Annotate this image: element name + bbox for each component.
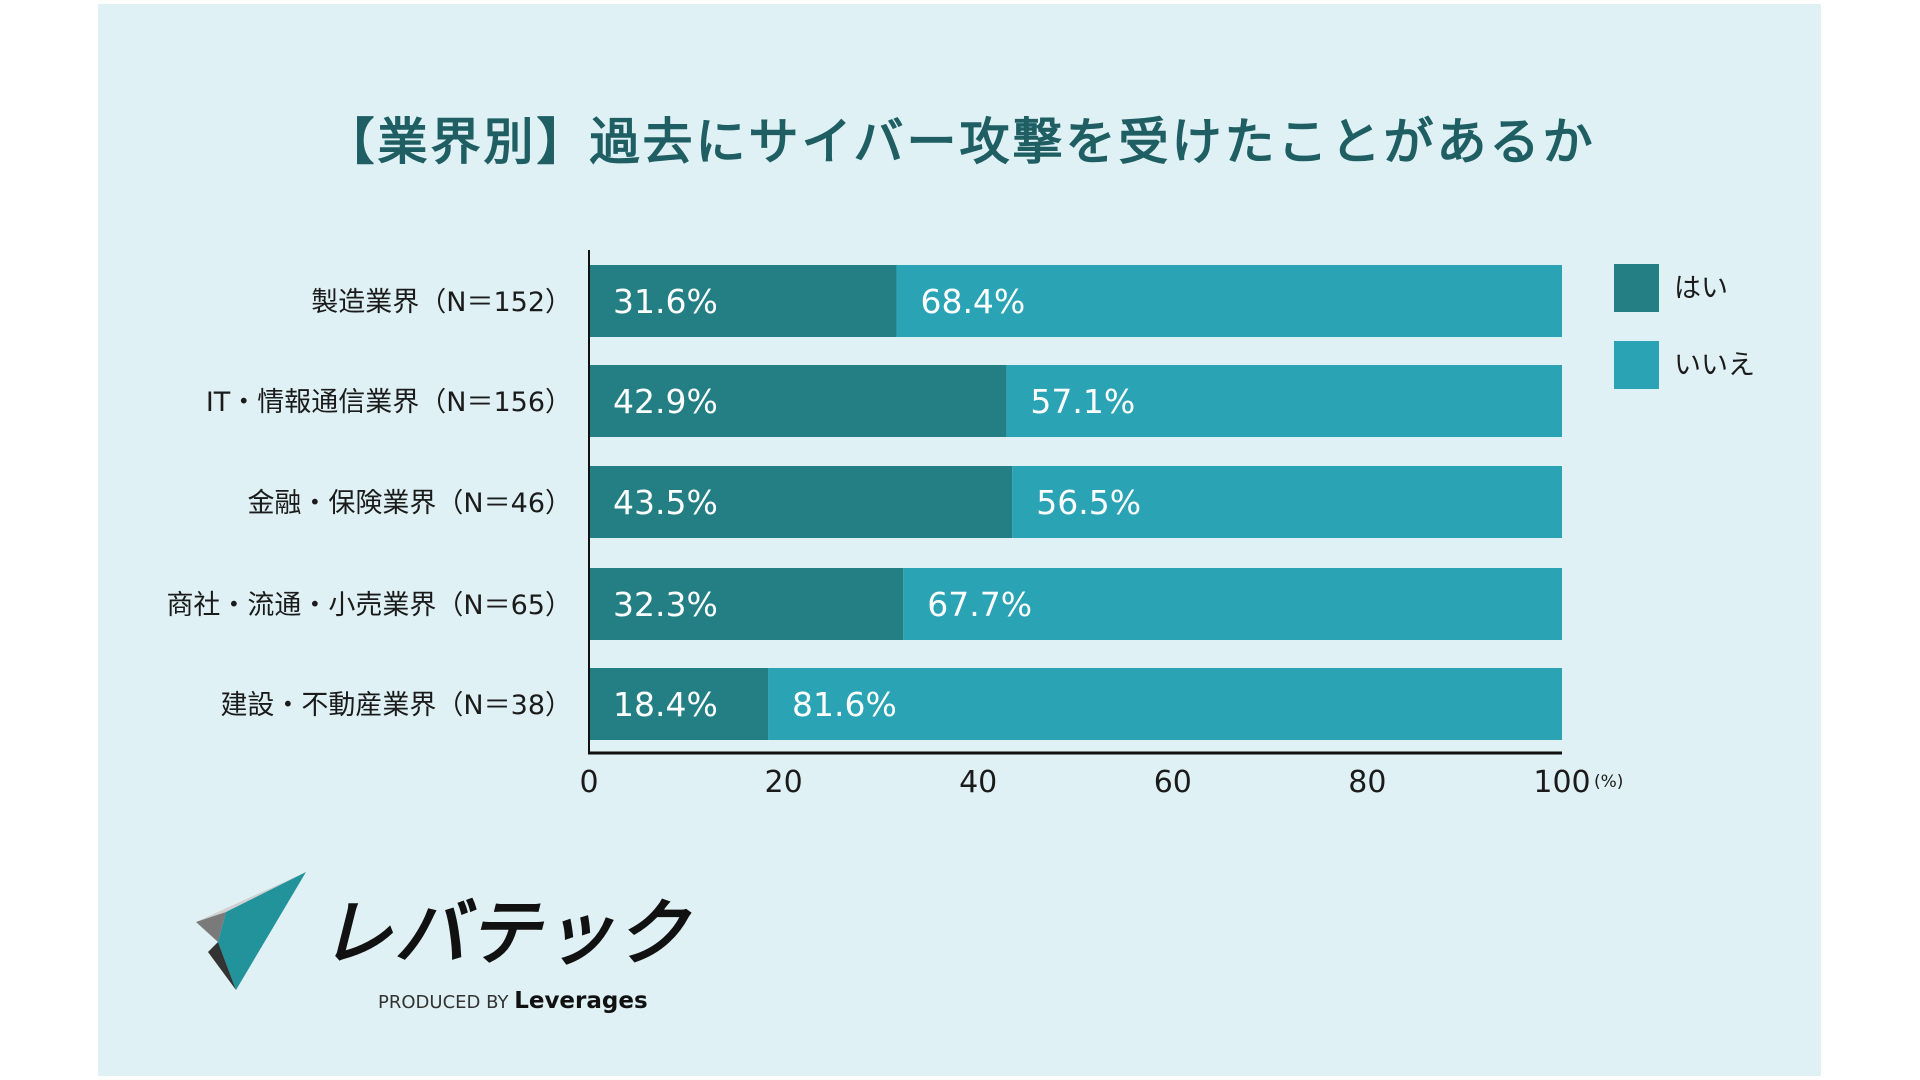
- x-tick-label: 60: [1154, 765, 1192, 800]
- category-label: IT・情報通信業界（N＝156）: [206, 387, 572, 418]
- bar-no: [896, 265, 1562, 337]
- data-label: 42.9%: [613, 382, 718, 421]
- logo-tagline: PRODUCED BY Leverages: [378, 988, 648, 1016]
- data-label: 67.7%: [927, 585, 1032, 624]
- bar-yes: [589, 466, 1013, 538]
- data-label: 43.5%: [613, 483, 718, 522]
- category-label: 建設・不動産業界（N＝38）: [220, 690, 572, 721]
- category-label: 商社・流通・小売業界（N＝65）: [166, 590, 572, 621]
- bar-yes: [589, 568, 904, 640]
- legend-swatch: [1614, 264, 1659, 312]
- tagline-brand: Leverages: [514, 988, 648, 1014]
- category-label: 金融・保険業界（N＝46）: [247, 488, 572, 519]
- bar-no: [768, 668, 1562, 740]
- data-label: 18.4%: [613, 685, 718, 724]
- x-unit-label: (%): [1594, 772, 1623, 792]
- data-label: 57.1%: [1030, 382, 1135, 421]
- bar-no: [1012, 466, 1562, 538]
- data-label: 32.3%: [613, 585, 718, 624]
- background-panel: [98, 4, 1821, 1076]
- legend-label: いいえ: [1674, 350, 1755, 381]
- data-label: 68.4%: [920, 282, 1025, 321]
- bar-no: [903, 568, 1562, 640]
- category-label: 製造業界（N＝152）: [311, 287, 572, 318]
- bar-no: [1006, 365, 1562, 437]
- levtech-logo-icon: [196, 872, 306, 990]
- logo-wordmark: レバテック: [320, 891, 691, 975]
- legend-label: はい: [1674, 273, 1728, 304]
- bar-yes: [589, 668, 769, 740]
- chart-title: 【業界別】過去にサイバー攻撃を受けたことがあるか: [324, 113, 1596, 171]
- x-tick-label: 80: [1348, 765, 1386, 800]
- data-label: 31.6%: [613, 282, 718, 321]
- data-label: 81.6%: [792, 685, 897, 724]
- x-tick-label: 20: [765, 765, 803, 800]
- bar-yes: [589, 365, 1007, 437]
- x-tick-label: 0: [579, 765, 598, 800]
- bar-yes: [589, 265, 897, 337]
- tagline-prefix: PRODUCED BY: [378, 992, 509, 1013]
- x-tick-label: 40: [959, 765, 997, 800]
- x-tick-label: 100: [1533, 765, 1590, 800]
- legend-swatch: [1614, 341, 1659, 389]
- data-label: 56.5%: [1036, 483, 1141, 522]
